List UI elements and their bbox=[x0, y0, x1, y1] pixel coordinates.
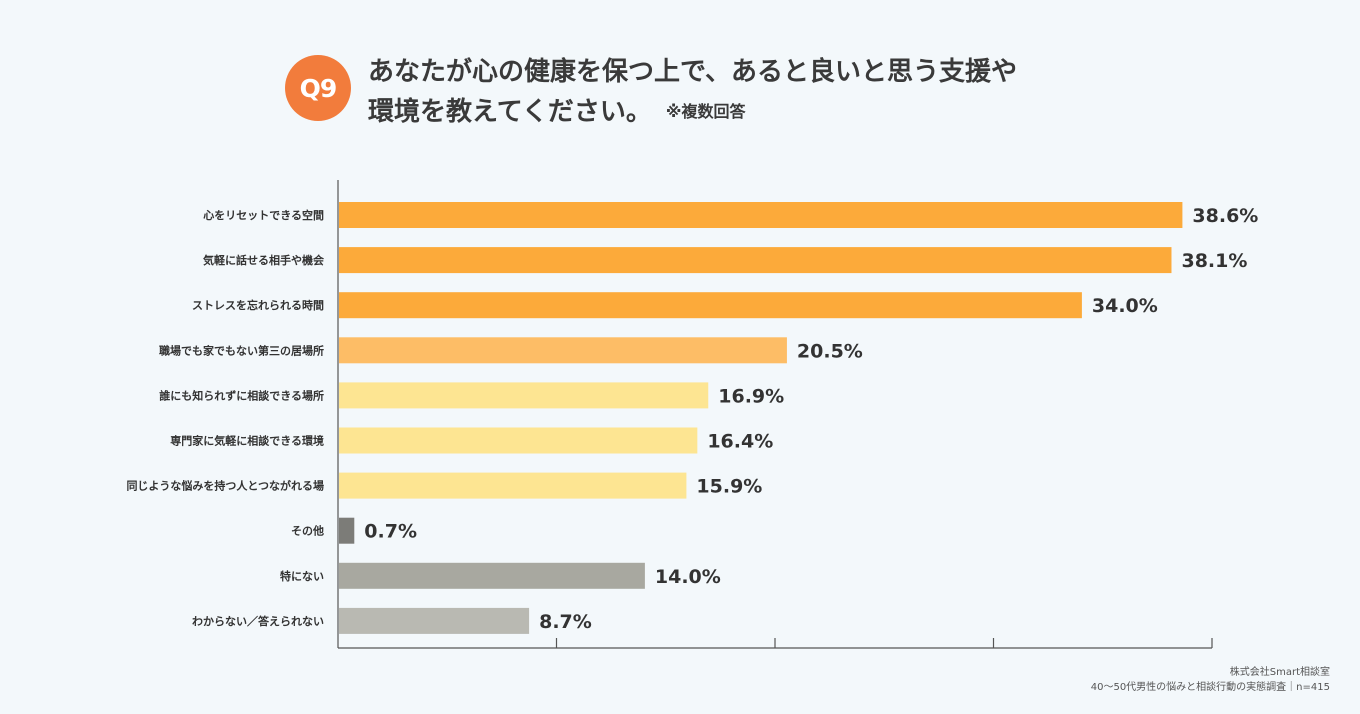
category-label: ストレスを忘れられる時間 bbox=[192, 298, 324, 312]
category-label: 同じような悩みを持つ人とつながれる場 bbox=[126, 479, 324, 493]
data-label: 38.6% bbox=[1192, 205, 1258, 227]
data-label: 15.9% bbox=[696, 476, 762, 498]
category-label: 気軽に話せる相手や機会 bbox=[203, 253, 325, 267]
title-line-2: 環境を教えてください。 ※複数回答 bbox=[368, 92, 1017, 132]
bar bbox=[339, 472, 687, 499]
title-note: ※複数回答 bbox=[665, 102, 746, 121]
bar bbox=[339, 382, 709, 409]
source-note: 株式会社Smart相談室 40〜50代男性の悩みと相談行動の実態調査｜n=415 bbox=[1091, 665, 1330, 695]
category-label: わからない／答えられない bbox=[192, 614, 324, 628]
category-label: 心をリセットできる空間 bbox=[203, 208, 324, 222]
chart-title: あなたが心の健康を保つ上で、あると良いと思う支援や 環境を教えてください。 ※複数… bbox=[368, 52, 1017, 132]
data-label: 0.7% bbox=[364, 521, 417, 543]
category-label: 特にない bbox=[280, 569, 324, 583]
category-label: 専門家に気軽に相談できる環境 bbox=[170, 434, 324, 448]
data-label: 34.0% bbox=[1092, 295, 1158, 317]
data-label: 20.5% bbox=[797, 340, 863, 362]
bar bbox=[339, 202, 1183, 228]
bar bbox=[339, 517, 355, 544]
question-badge: Q9 bbox=[285, 55, 351, 121]
data-label: 8.7% bbox=[539, 611, 592, 633]
bar bbox=[339, 337, 787, 364]
data-label: 38.1% bbox=[1181, 250, 1247, 272]
category-label: 誰にも知られずに相談できる場所 bbox=[159, 388, 324, 402]
data-label: 16.9% bbox=[718, 385, 784, 407]
source-company: 株式会社Smart相談室 bbox=[1229, 667, 1330, 678]
category-label: 職場でも家でもない第三の居場所 bbox=[159, 343, 324, 357]
bar bbox=[339, 427, 698, 454]
title-line-2-text: 環境を教えてください。 bbox=[368, 97, 652, 127]
data-label: 16.4% bbox=[707, 431, 773, 453]
category-label: その他 bbox=[291, 524, 324, 538]
bar bbox=[339, 607, 530, 634]
source-survey: 40〜50代男性の悩みと相談行動の実態調査｜n=415 bbox=[1090, 682, 1330, 693]
bar bbox=[339, 292, 1082, 319]
bar bbox=[339, 562, 645, 589]
title-line-1: あなたが心の健康を保つ上で、あると良いと思う支援や bbox=[368, 57, 1017, 87]
data-label: 14.0% bbox=[655, 566, 721, 588]
bar bbox=[339, 247, 1172, 274]
